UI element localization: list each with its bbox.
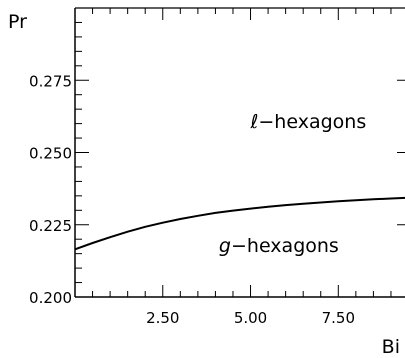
- x-tick-label: 7.50: [322, 309, 355, 327]
- series-layer: [74, 196, 405, 251]
- l-hexagons-label: ℓ−hexagons: [250, 111, 367, 133]
- y-tick-label: 0.250: [29, 145, 72, 163]
- labels-layer: 2.50 5.00 7.50 0.200 0.225 0.250 0.275 Pr Bi ℓ−he…: [8, 11, 400, 358]
- y-tick-label: 0.225: [29, 217, 72, 235]
- y-tick-label: 0.275: [29, 72, 72, 90]
- y-tick-label: 0.200: [29, 289, 72, 307]
- y-axis-label: Pr: [8, 11, 27, 33]
- axis-ticks: [75, 8, 405, 297]
- g-hexagons-label: g−hexagons: [219, 235, 339, 257]
- boundary-curve: [74, 196, 405, 251]
- x-tick-label: 5.00: [234, 309, 267, 327]
- x-tick-label: 2.50: [146, 309, 179, 327]
- x-axis-label: Bi: [382, 336, 400, 358]
